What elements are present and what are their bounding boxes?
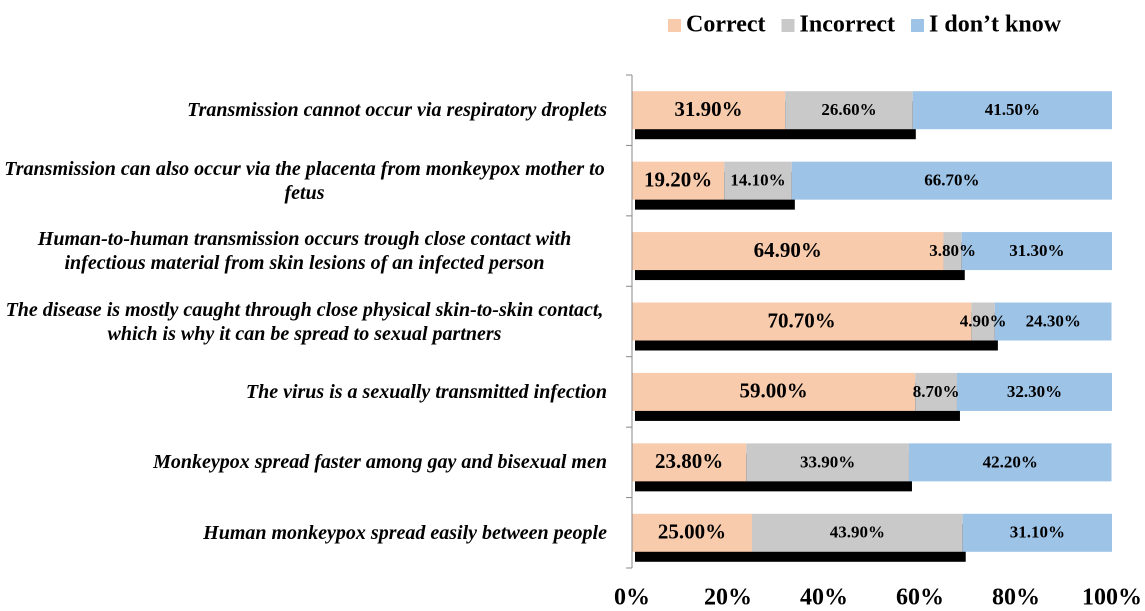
legend-swatch [668,19,681,32]
legend-swatch [911,19,925,32]
value-label: 33.90% [800,452,855,471]
value-label: 64.90% [754,238,822,262]
bar-segment [752,513,963,552]
category-text: Monkeypox spread faster among gay and bi… [153,451,607,474]
legend-swatch [781,19,795,32]
value-label: 59.00% [739,379,807,403]
category-text: The disease is mostly caught through clo… [5,298,604,345]
value-label: 32.30% [1007,382,1062,401]
value-label: 8.70% [913,382,960,401]
value-label: 42.20% [983,452,1038,471]
category-text: The virus is a sexually transmitted infe… [245,380,607,403]
bar-segment [746,443,909,482]
bar-segment [632,443,747,482]
value-label: 31.30% [1009,241,1064,260]
bar-segment [956,372,1112,411]
category-text: Human-to-human transmission occurs troug… [37,228,572,275]
category-text: Human monkeypox spread easily between pe… [203,521,607,544]
bar-segment [632,513,752,552]
value-label: 31.10% [1010,523,1065,542]
bar-segment [943,232,962,271]
x-tick-label: 0% [614,585,650,611]
bar-segment [915,372,957,411]
bar-segment [632,161,725,200]
value-label: 31.90% [674,97,742,121]
value-label: 23.80% [655,449,723,473]
x-tick-label: 40% [800,585,848,611]
bar-segment [785,91,913,130]
x-tick-label: 80% [992,585,1040,611]
category-text: Transmission can also occur via the plac… [4,157,605,204]
category-label: Monkeypox spread faster among gay and bi… [153,450,607,474]
value-label: 25.00% [658,520,726,544]
bar-segment [632,232,944,271]
category-label: The virus is a sexually transmitted infe… [246,380,607,404]
legend-label: Correct [686,12,766,38]
bar-segment [962,513,1112,552]
category-label: Human-to-human transmission occurs troug… [2,227,607,275]
x-tick-label: 20% [704,585,752,611]
x-tick-label: 100% [1082,585,1142,611]
bar-segment [724,161,792,200]
value-label: 19.20% [644,167,712,191]
value-label: 4.90% [960,311,1007,330]
bar-segment [971,302,995,341]
category-label: Transmission can also occur via the plac… [2,157,607,205]
bar-segment [908,443,1112,482]
value-label: 66.70% [924,171,979,190]
legend-label: Incorrect [800,12,896,38]
value-label: 24.30% [1026,311,1081,330]
value-label: 26.60% [821,100,876,119]
value-label: 43.90% [830,523,885,542]
bar-segment [912,91,1112,130]
category-label: Human monkeypox spread easily between pe… [203,521,607,545]
legend-label: I don’t know [929,12,1062,38]
bar-segment [632,372,916,411]
bar-segment [961,232,1112,271]
value-label: 41.50% [985,100,1040,119]
bar-segment [791,161,1112,200]
bar-segment [632,91,786,130]
bar-segment [632,302,972,341]
category-label: The disease is mostly caught through clo… [2,298,607,346]
x-tick-label: 60% [896,585,944,611]
bar-segment [994,302,1112,341]
value-label: 14.10% [730,171,785,190]
category-label: Transmission cannot occur via respirator… [187,98,607,122]
value-label: 70.70% [768,308,836,332]
category-text: Transmission cannot occur via respirator… [187,99,607,122]
value-label: 3.80% [929,241,976,260]
